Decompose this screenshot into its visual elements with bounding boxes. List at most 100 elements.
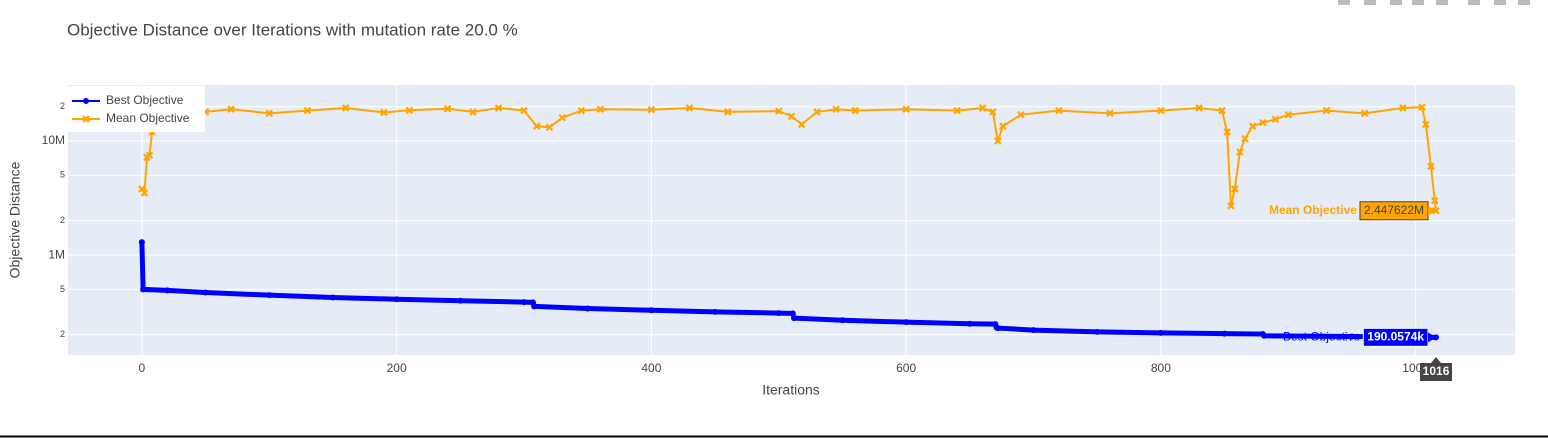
- data-point: [494, 104, 503, 112]
- hover-value: 2.447622M: [1364, 203, 1424, 217]
- modebar-button[interactable]: [1436, 0, 1448, 5]
- y-tick-label: 1M: [48, 247, 65, 261]
- data-point: [813, 108, 821, 116]
- data-point: [145, 151, 154, 160]
- hover-name: Best Objective: [1283, 329, 1361, 343]
- data-point: [393, 296, 400, 303]
- data-point: [774, 107, 783, 115]
- data-point: [994, 325, 1001, 332]
- data-point: [457, 297, 464, 304]
- data-point: [140, 286, 147, 293]
- data-point: [724, 108, 732, 116]
- x-tick-label: 400: [641, 361, 661, 375]
- x-axis-title: Iterations: [762, 382, 820, 398]
- data-point: [953, 106, 961, 115]
- y-tick-label: 10M: [42, 133, 65, 147]
- y-tick-label: 2: [60, 215, 65, 225]
- modebar-button[interactable]: [1338, 0, 1350, 5]
- hover-x-label: 1016: [1423, 364, 1450, 378]
- data-point: [1230, 185, 1239, 193]
- data-point: [341, 104, 350, 112]
- data-point: [1236, 148, 1244, 156]
- data-point: [1157, 106, 1165, 115]
- data-point: [1055, 106, 1063, 115]
- data-point: [202, 289, 209, 296]
- data-point: [1422, 120, 1430, 129]
- hover-x-pointer: [1431, 357, 1442, 363]
- data-point: [1259, 118, 1267, 127]
- data-point: [405, 106, 414, 115]
- hover-x-box: [1420, 363, 1453, 381]
- legend-marker: [82, 115, 90, 123]
- data-point: [1248, 122, 1257, 130]
- data-point: [265, 109, 274, 118]
- data-point: [1195, 104, 1203, 112]
- data-point: [266, 292, 273, 299]
- data-point: [1322, 106, 1331, 115]
- data-point: [532, 122, 541, 130]
- data-point: [839, 317, 846, 324]
- data-point: [685, 104, 694, 112]
- data-point: [791, 315, 798, 322]
- data-point: [469, 108, 477, 116]
- data-point: [1227, 202, 1235, 210]
- data-point: [647, 105, 656, 114]
- data-point: [164, 287, 171, 294]
- data-point: [329, 294, 336, 301]
- legend-label: Mean Objective: [106, 111, 190, 125]
- data-point: [994, 137, 1002, 145]
- data-point: [520, 106, 528, 115]
- x-tick-label: 200: [387, 361, 407, 375]
- data-point: [1017, 110, 1025, 119]
- x-tick-label: 800: [1151, 361, 1171, 375]
- modebar-button[interactable]: [1412, 0, 1424, 5]
- data-point: [1218, 106, 1226, 115]
- modebar-button[interactable]: [1390, 0, 1402, 5]
- data-point: [1157, 329, 1164, 336]
- y-axis-title: Objective Distance: [7, 161, 23, 278]
- data-point: [797, 120, 806, 129]
- data-point: [545, 123, 554, 132]
- modebar: [1338, 0, 1530, 5]
- modebar-button[interactable]: [1468, 0, 1480, 5]
- data-point: [1430, 196, 1439, 205]
- legend-box: [68, 86, 205, 132]
- data-point: [1106, 109, 1114, 118]
- chart-title: Objective Distance over Iterations with …: [67, 20, 518, 39]
- data-point: [380, 108, 388, 117]
- data-point: [712, 308, 719, 315]
- data-point: [988, 108, 997, 116]
- data-point: [227, 105, 235, 114]
- data-point: [1348, 333, 1355, 340]
- data-point: [1221, 330, 1228, 337]
- data-point: [531, 303, 538, 310]
- data-point: [521, 299, 528, 306]
- data-point: [832, 105, 840, 114]
- data-point: [577, 106, 586, 115]
- marks: [138, 103, 1440, 341]
- data-point: [978, 104, 987, 112]
- data-point: [558, 113, 566, 122]
- data-point: [789, 310, 796, 317]
- modebar-button[interactable]: [1518, 0, 1530, 5]
- hover-name: Mean Objective: [1269, 203, 1357, 217]
- data-point: [1360, 109, 1369, 118]
- data-point: [1432, 206, 1440, 215]
- data-point: [1427, 162, 1435, 171]
- data-point: [787, 112, 796, 121]
- x-tick-label: 600: [896, 361, 916, 375]
- data-point: [902, 105, 910, 114]
- data-point: [1271, 115, 1280, 124]
- legend-marker: [83, 98, 89, 104]
- y-tick-label: 5: [60, 284, 65, 294]
- data-point: [584, 305, 591, 312]
- data-point: [1241, 134, 1249, 143]
- modebar-button[interactable]: [1364, 0, 1376, 5]
- modebar-button[interactable]: [1494, 0, 1506, 5]
- data-point: [138, 239, 145, 246]
- y-tick-label: 2: [60, 101, 65, 111]
- data-point: [775, 310, 782, 317]
- data-point: [1094, 328, 1101, 335]
- y-tick-label: 2: [60, 329, 65, 339]
